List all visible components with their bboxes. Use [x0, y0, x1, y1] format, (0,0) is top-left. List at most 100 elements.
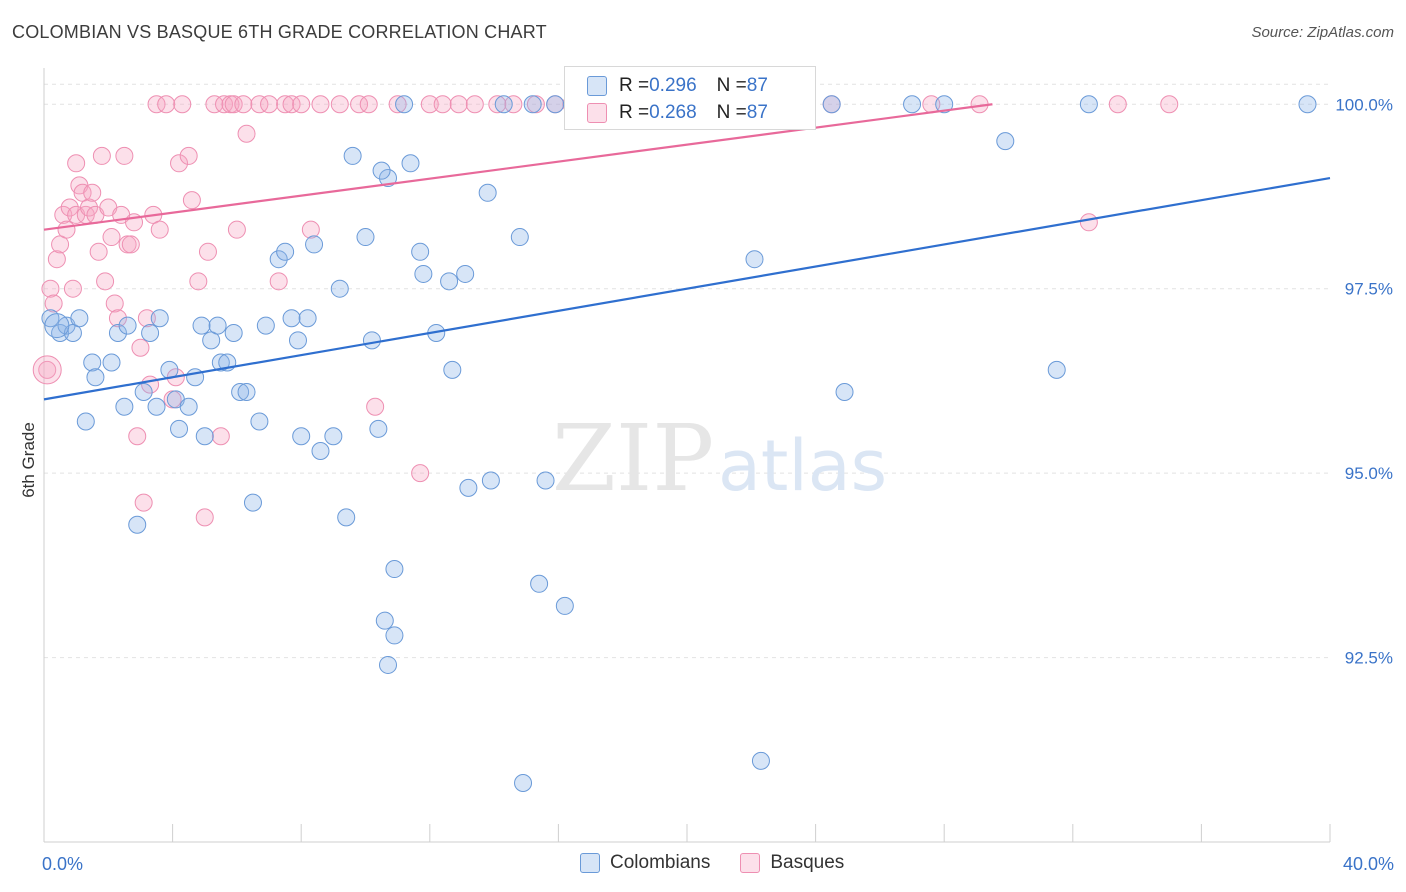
r-label: R = [619, 102, 650, 123]
basques-swatch [587, 103, 607, 123]
basques-point [105, 294, 124, 313]
colombians-point [108, 323, 127, 342]
colombians-point [147, 397, 166, 416]
colombians-point [128, 515, 147, 534]
colombians-point [478, 183, 497, 202]
basques-point [179, 146, 198, 165]
watermark-atlas: atlas [718, 425, 887, 507]
basques-point [276, 95, 295, 114]
colombians-point [150, 309, 169, 328]
basques-point [157, 95, 176, 114]
axes [43, 68, 1331, 843]
basques-point [67, 154, 86, 173]
y-tick-label: 95.0% [1345, 464, 1393, 483]
legend-item-basques[interactable]: Basques [740, 852, 844, 874]
colombians-point [115, 397, 134, 416]
basques-point [350, 95, 369, 114]
colombians-point [903, 95, 922, 114]
colombians-point [195, 427, 214, 446]
basques-point [182, 191, 201, 210]
basques-point [215, 95, 234, 114]
watermark: ZIP atlas [552, 405, 887, 512]
basques-point [60, 198, 79, 217]
basques-point [102, 228, 121, 247]
colombians-point [440, 272, 459, 291]
basques-point [205, 95, 224, 114]
colombians-point [211, 353, 230, 372]
r-label: R = [619, 75, 650, 96]
colombians-point [70, 309, 89, 328]
colombians-point [745, 250, 764, 269]
colombians-point [192, 316, 211, 335]
colombians-point [179, 397, 198, 416]
basques-point [131, 338, 150, 357]
colombians-point [523, 95, 542, 114]
basques-point [128, 427, 147, 446]
colombians-point [385, 626, 404, 645]
basques-point [115, 146, 134, 165]
basques-point [41, 279, 60, 298]
basques-trend-line [43, 103, 993, 231]
basques-point [433, 95, 452, 114]
colombians-point [343, 146, 362, 165]
basques-point [80, 198, 99, 217]
chart-title: COLOMBIAN VS BASQUE 6TH GRADE CORRELATIO… [12, 22, 547, 42]
colombians-point [372, 161, 391, 180]
y-tick-label: 97.5% [1345, 280, 1393, 299]
basques-point [250, 95, 269, 114]
colombians-point [288, 331, 307, 350]
basques-point [83, 183, 102, 202]
colombians-point [141, 323, 160, 342]
colombians-point [481, 471, 500, 490]
basques-point [388, 95, 407, 114]
colombians-point [170, 419, 189, 438]
basques-point [89, 242, 108, 261]
legend-item-colombians[interactable]: Colombians [580, 852, 710, 874]
colombians-point [379, 655, 398, 674]
basques-point [150, 220, 169, 239]
series-legend: Colombians Basques [580, 852, 874, 874]
basques-legend-swatch [740, 853, 761, 873]
colombians-point [935, 95, 954, 114]
colombians-point [414, 264, 433, 283]
colombians-point [546, 95, 565, 114]
colombians-point [1079, 95, 1098, 114]
basques-point [330, 95, 349, 114]
basques-point [282, 95, 301, 114]
colombians-point [44, 313, 70, 339]
y-tick-label: 92.5% [1345, 649, 1393, 668]
colombians-point [224, 323, 243, 342]
basques-point [96, 272, 115, 291]
basques-point [311, 95, 330, 114]
basques-point [211, 427, 230, 446]
colombians-point [134, 382, 153, 401]
colombians-point [494, 95, 513, 114]
basques-point [198, 242, 217, 261]
colombians-point [751, 751, 770, 770]
basques-point [1160, 95, 1179, 114]
basques-point [38, 360, 57, 379]
basques-point [292, 95, 311, 114]
colombians-point [337, 508, 356, 527]
basques-point [134, 493, 153, 512]
basques-point [57, 220, 76, 239]
colombians-point [411, 242, 430, 261]
colombians-point [401, 154, 420, 173]
basques-point [465, 95, 484, 114]
colombians-point [269, 250, 288, 269]
colombians-legend-swatch [580, 853, 600, 873]
colombians-point [369, 419, 388, 438]
colombians-point [324, 427, 343, 446]
basques-point [1108, 95, 1127, 114]
colombians-point [395, 95, 414, 114]
colombians-points [41, 95, 1317, 792]
colombians-trend-line [43, 176, 1331, 401]
legend-label-basques: Basques [770, 852, 845, 873]
basques-point [147, 95, 166, 114]
colombians-point [243, 493, 262, 512]
basques-point [366, 397, 385, 416]
colombians-point [305, 235, 324, 254]
colombians-point [276, 242, 295, 261]
basques-point [227, 220, 246, 239]
